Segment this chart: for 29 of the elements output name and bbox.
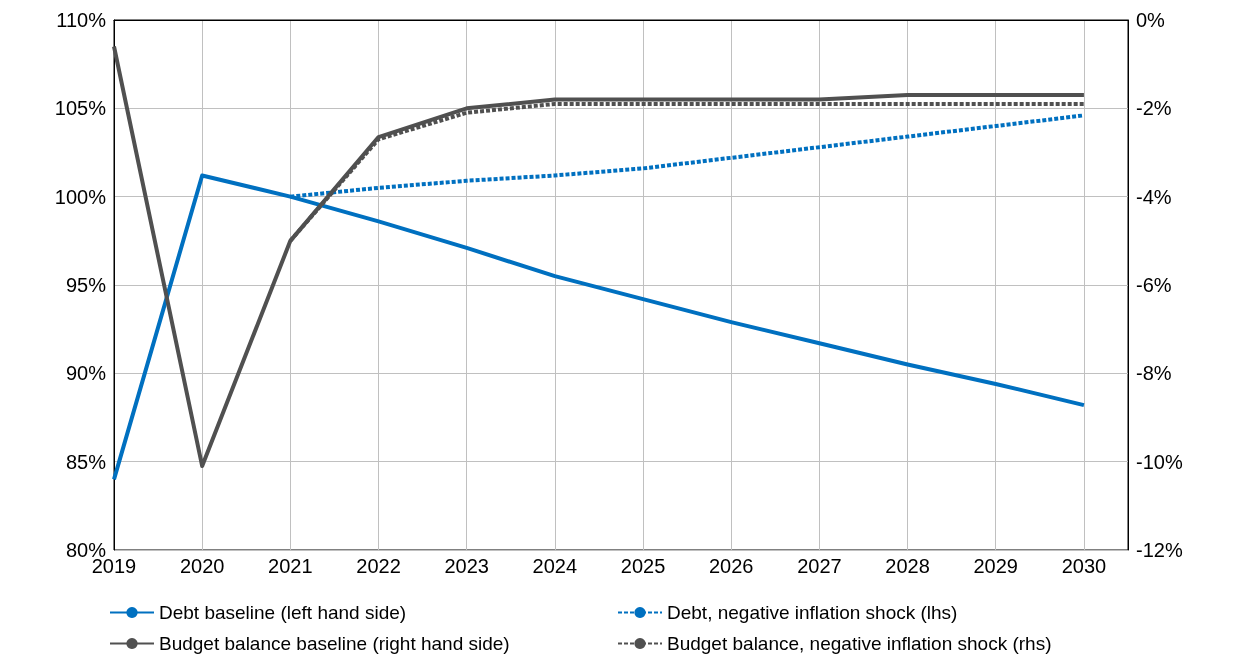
line-series <box>112 44 1086 469</box>
y-tick-label: 85% <box>65 450 107 473</box>
y-tick-label: 110% <box>56 9 107 31</box>
y2-tick-label: -6% <box>1136 274 1172 296</box>
y2-tick-label: -2% <box>1136 97 1172 120</box>
y2-tick-label: -10% <box>1136 450 1183 473</box>
y-tick-label: 95% <box>65 274 107 296</box>
legend-label: Budget balance, negative inflation shock (rhs) <box>667 633 1052 654</box>
x-tick-label: 2023 <box>444 555 489 577</box>
legend-label: Budget balance baseline (right hand side) <box>159 633 510 654</box>
y2-tick-label: -4% <box>1136 185 1172 208</box>
x-tick-label: 2021 <box>268 555 313 577</box>
x-tick-label: 2029 <box>973 555 1018 577</box>
x-tick-label: 2020 <box>179 555 225 577</box>
y2-tick-label: -8% <box>1136 362 1172 385</box>
y2-tick-label: -12% <box>1136 539 1183 561</box>
y-tick-label: 100% <box>54 185 107 208</box>
x-tick-label: 2027 <box>797 555 842 577</box>
y2-tick-label: 0% <box>1136 9 1166 31</box>
y-tick-label: 105% <box>54 97 107 120</box>
x-tick-label: 2024 <box>532 555 578 577</box>
x-tick-label: 2025 <box>620 555 666 577</box>
x-tick-label: 2026 <box>708 555 754 577</box>
x-tick-label: 2028 <box>885 555 930 577</box>
y-tick-label: 90% <box>65 362 107 385</box>
x-tick-label: 2022 <box>356 555 401 577</box>
legend-label: Debt baseline (left hand side) <box>159 602 407 623</box>
x-tick-label: 2030 <box>1061 555 1107 577</box>
legend-label: Debt, negative inflation shock (lhs) <box>667 602 958 623</box>
